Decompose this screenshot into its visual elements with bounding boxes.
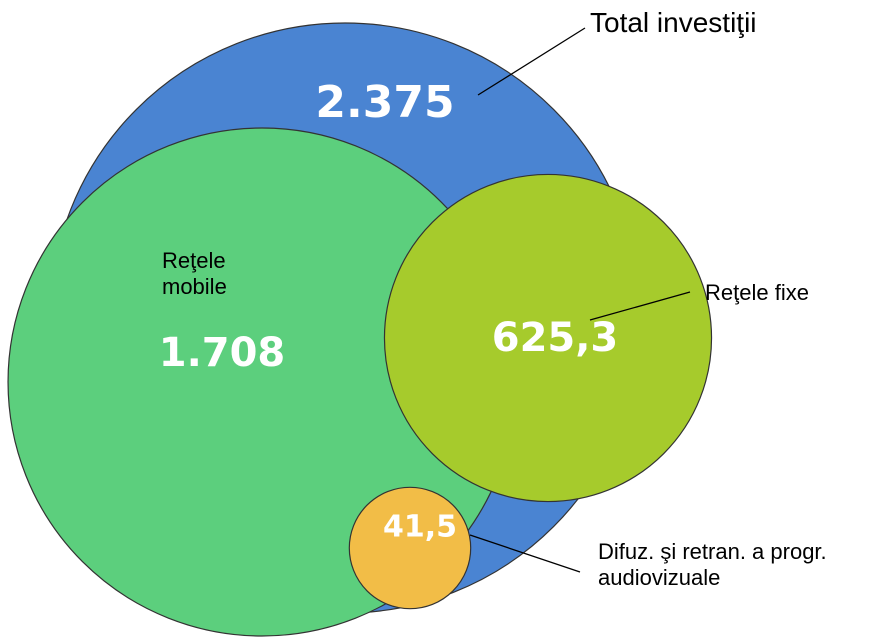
category-label: Reţele fixe <box>705 280 809 305</box>
bubble <box>348 486 472 610</box>
category-label: Reţele mobile <box>162 248 227 299</box>
leader-line <box>469 534 581 573</box>
category-label: Difuz. şi retran. a progr. audiovizuale <box>598 539 827 590</box>
value-label: 41,5 <box>383 510 457 545</box>
value-label: 2.375 <box>315 77 454 128</box>
value-label: 1.708 <box>159 330 286 376</box>
value-label: 625,3 <box>492 315 619 361</box>
category-label: Total investiţii <box>590 7 757 38</box>
bubble <box>383 173 713 503</box>
leader-line <box>589 291 691 321</box>
leader-line <box>477 27 586 96</box>
